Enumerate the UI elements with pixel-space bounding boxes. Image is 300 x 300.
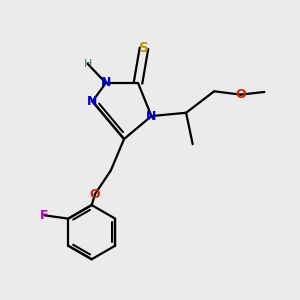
Text: H: H <box>83 59 92 69</box>
Text: O: O <box>90 188 100 201</box>
Text: N: N <box>87 95 98 108</box>
Text: N: N <box>100 76 111 89</box>
Text: F: F <box>40 209 49 222</box>
Text: N: N <box>146 110 157 123</box>
Text: O: O <box>235 88 246 101</box>
Text: S: S <box>139 41 149 55</box>
